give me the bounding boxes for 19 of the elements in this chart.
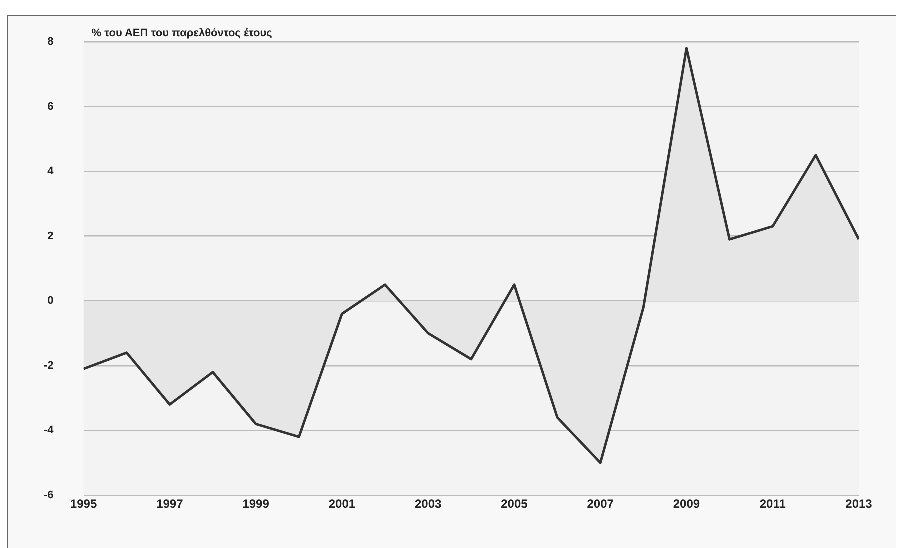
y-tick-label: -2: [44, 360, 54, 372]
x-tick-label: 2011: [760, 496, 786, 511]
y-axis-title: % του ΑΕΠ του παρελθόντος έτους: [92, 28, 273, 40]
y-tick-label: 2: [48, 230, 54, 242]
y-tick-label: -6: [44, 489, 54, 502]
y-tick-label: 4: [48, 166, 55, 178]
x-tick-label: 1999: [242, 496, 270, 511]
x-tick-label: 1995: [70, 496, 98, 511]
x-tick-label: 2001: [328, 496, 356, 511]
x-tick-label: 2009: [673, 496, 700, 511]
y-tick-label: 6: [48, 100, 54, 113]
y-tick-label: -4: [44, 424, 55, 437]
x-tick-label: 2013: [846, 496, 873, 511]
x-tick-label: 2007: [587, 496, 614, 511]
x-tick-label: 1997: [156, 496, 184, 511]
y-tick-label: 0: [48, 295, 54, 308]
x-tick-label: 2005: [501, 496, 528, 511]
x-tick-label: 2003: [414, 496, 442, 511]
y-tick-label: 8: [48, 36, 54, 48]
